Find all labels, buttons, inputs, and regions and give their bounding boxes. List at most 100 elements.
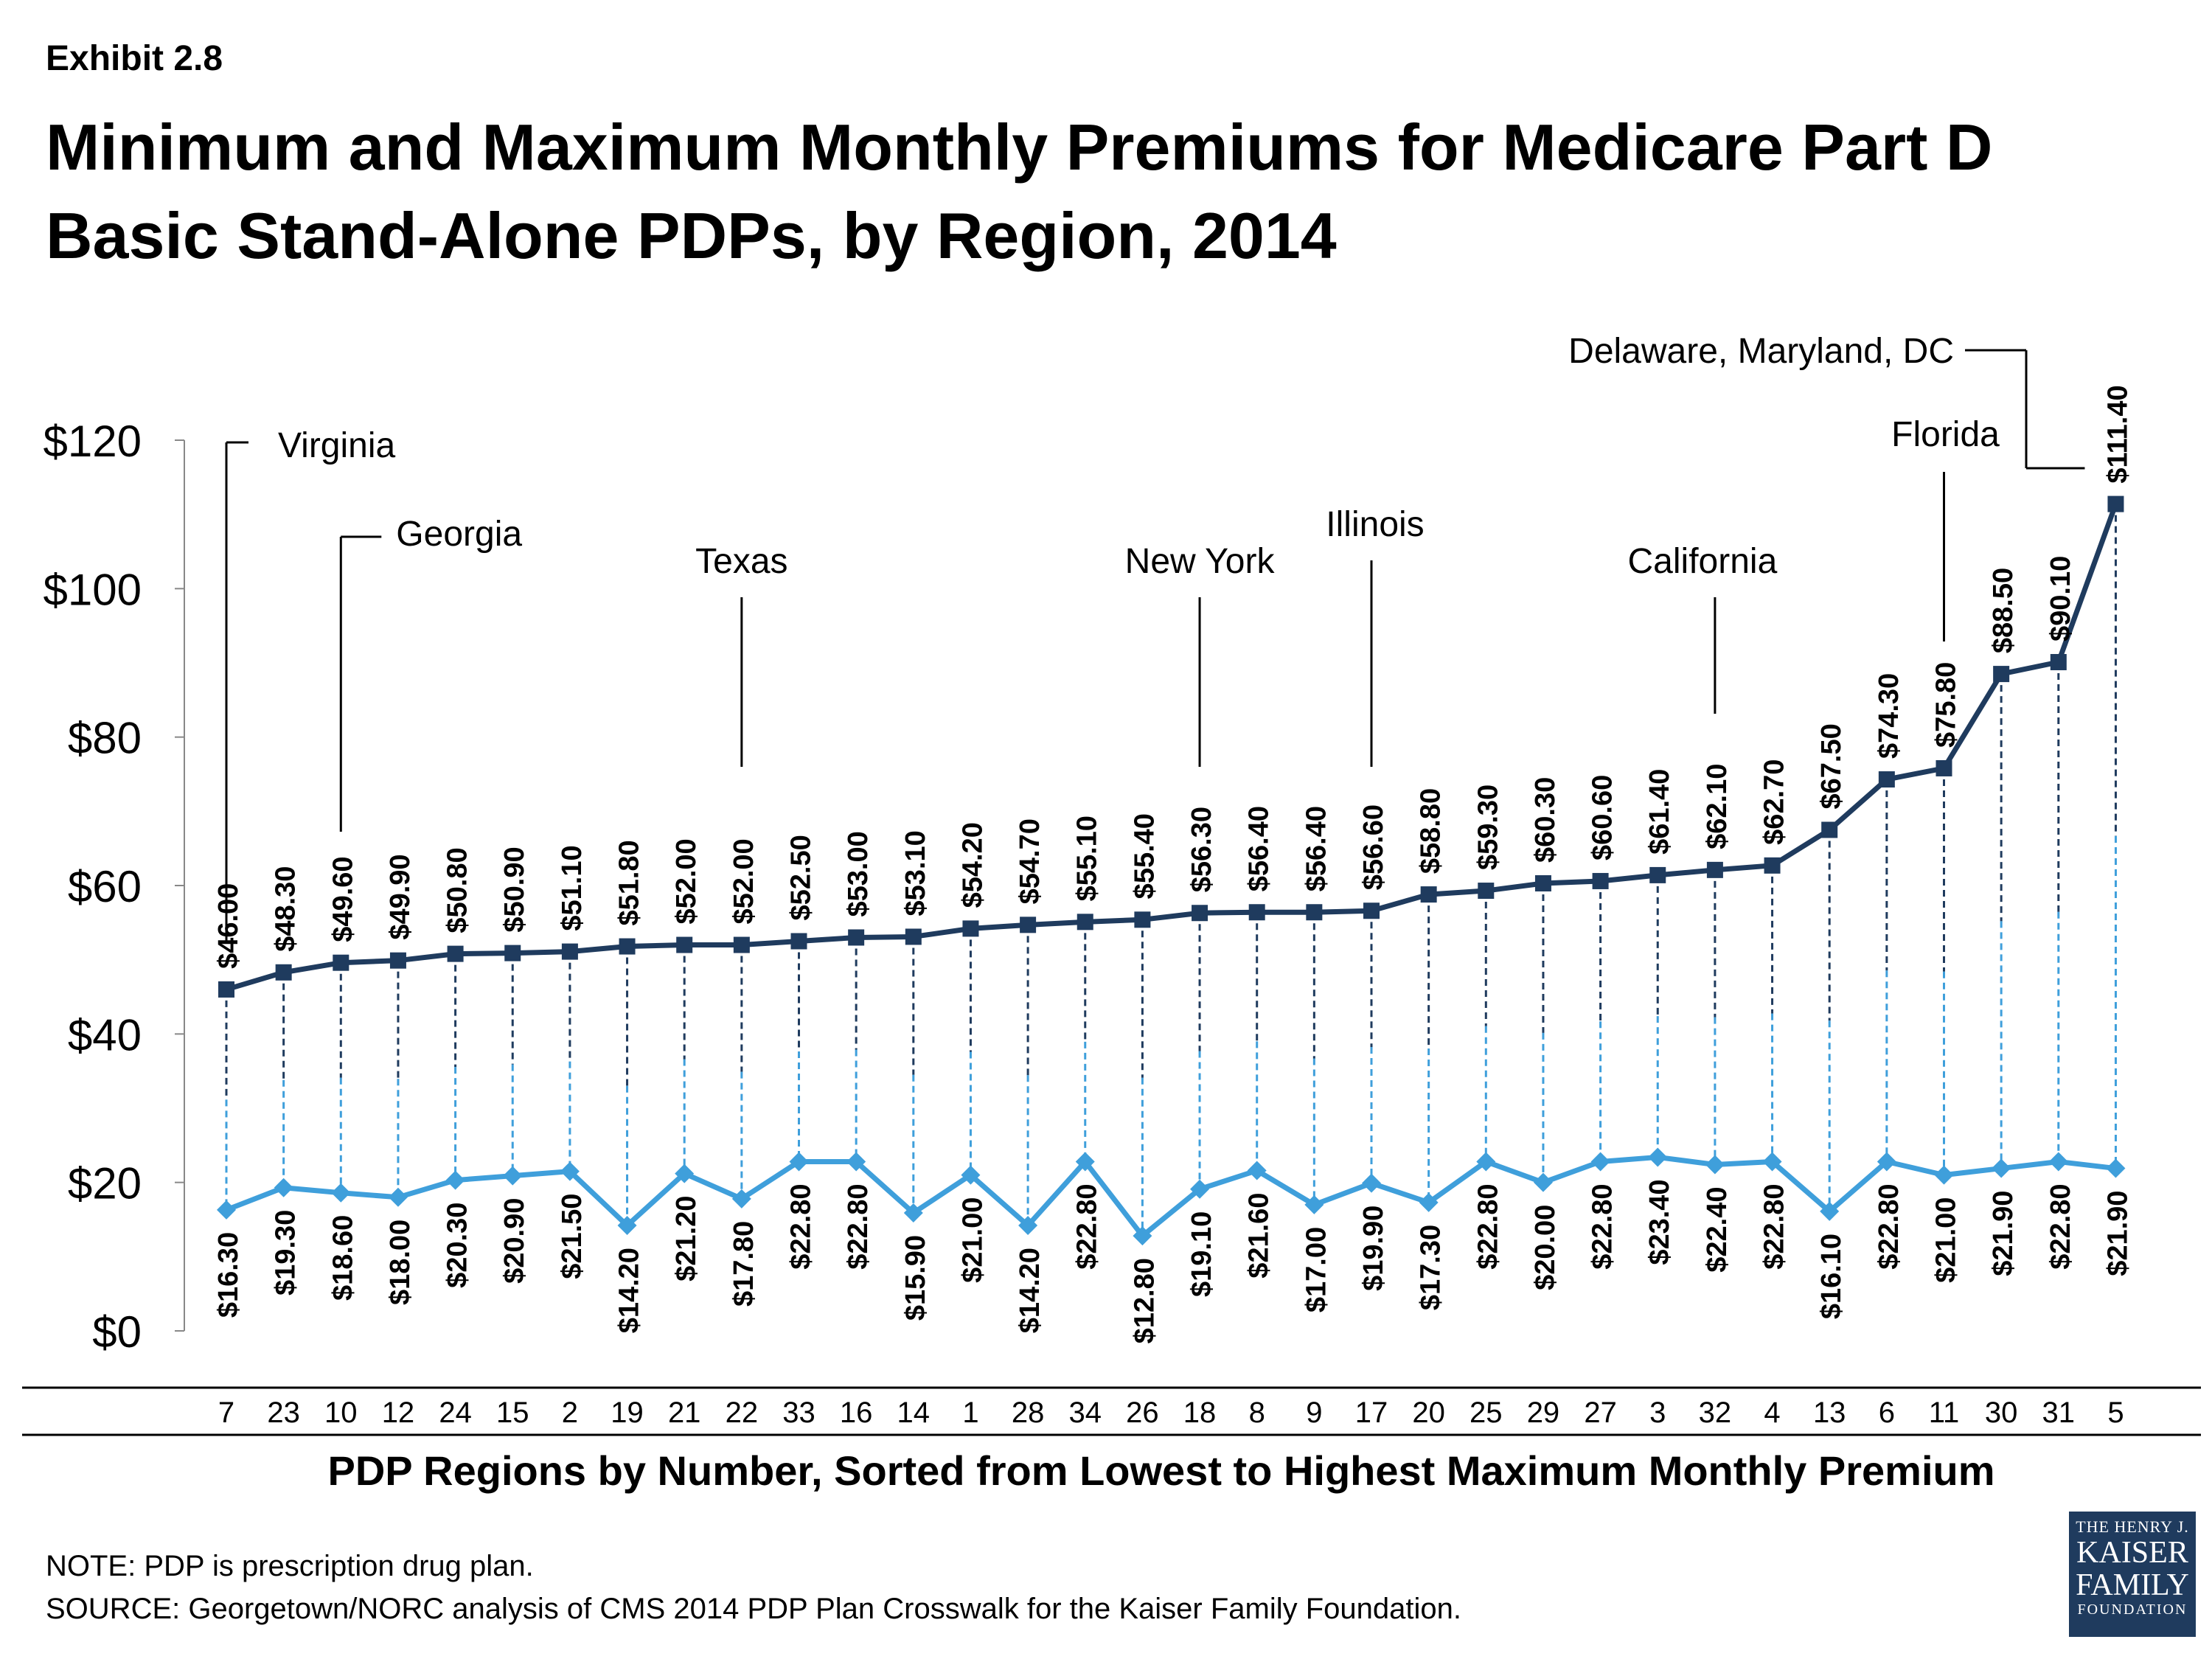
x-tick-label: 1 (962, 1397, 978, 1429)
min-premium-marker (445, 1170, 465, 1190)
min-premium-marker (1247, 1161, 1267, 1180)
min-premium-data-label: $21.60 (1244, 1193, 1275, 1279)
min-premium-marker (331, 1183, 351, 1203)
y-tick-label: $120 (44, 417, 142, 466)
max-premium-data-label: $49.60 (327, 856, 358, 942)
min-premium-marker (1590, 1152, 1610, 1172)
max-premium-data-label: $53.00 (843, 831, 874, 917)
min-premium-data-label: $20.90 (499, 1198, 530, 1284)
min-premium-data-label: $18.00 (385, 1220, 416, 1305)
logo-line-1: THE HENRY J. (2076, 1517, 2189, 1536)
max-premium-marker (2107, 495, 2124, 512)
max-premium-marker (1592, 872, 1609, 889)
x-tick-label: 27 (1584, 1397, 1617, 1429)
min-premium-marker (1362, 1173, 1381, 1193)
max-premium-data-label: $90.10 (2045, 556, 2076, 641)
min-premium-data-label: $21.00 (957, 1197, 988, 1283)
y-tick-label: $0 (92, 1307, 142, 1357)
y-tick-label: $20 (68, 1159, 142, 1208)
min-premium-data-label: $22.80 (843, 1183, 874, 1269)
min-premium-marker (731, 1189, 751, 1208)
y-tick-label: $60 (68, 862, 142, 911)
annotation-label: Virginia (278, 426, 396, 465)
max-premium-data-label: $67.50 (1816, 723, 1847, 809)
x-tick-label: 34 (1069, 1397, 1102, 1429)
min-premium-marker (1476, 1152, 1496, 1172)
max-premium-data-label: $61.40 (1644, 769, 1675, 855)
max-premium-data-label: $49.90 (385, 854, 416, 939)
kff-logo: THE HENRY J. KAISER FAMILY FOUNDATION (2069, 1512, 2196, 1637)
min-premium-data-label: $20.00 (1530, 1205, 1561, 1290)
max-premium-data-label: $56.60 (1358, 804, 1389, 890)
max-premium-data-label: $58.80 (1416, 788, 1447, 874)
y-tick-label: $100 (44, 565, 142, 614)
min-premium-marker (2048, 1152, 2068, 1172)
min-premium-data-label: $22.80 (1072, 1183, 1103, 1269)
min-premium-marker (1133, 1226, 1152, 1246)
max-premium-marker (1878, 771, 1895, 788)
min-premium-marker (1075, 1152, 1095, 1172)
min-premium-marker (675, 1164, 695, 1183)
min-premium-data-label: $16.10 (1816, 1234, 1847, 1319)
max-premium-marker (389, 952, 406, 969)
min-premium-marker (388, 1187, 408, 1207)
y-tick-label: $80 (68, 714, 142, 763)
min-premium-data-label: $21.90 (1988, 1191, 2019, 1276)
min-premium-data-label: $15.90 (900, 1235, 931, 1321)
logo-line-4: FOUNDATION (2077, 1601, 2188, 1618)
x-axis-title: PDP Regions by Number, Sorted from Lowes… (327, 1447, 1995, 1494)
min-premium-data-label: $19.30 (271, 1210, 302, 1295)
source-text: SOURCE: Georgetown/NORC analysis of CMS … (46, 1593, 1462, 1625)
min-premium-data-label: $21.50 (557, 1194, 588, 1279)
min-premium-data-label: $21.90 (2102, 1191, 2133, 1276)
max-premium-marker (447, 945, 464, 962)
max-premium-data-label: $74.30 (1874, 673, 1905, 759)
min-premium-marker (1705, 1155, 1725, 1175)
max-premium-data-label: $52.50 (786, 835, 817, 920)
min-premium-data-label: $17.80 (728, 1221, 759, 1307)
max-premium-marker (733, 936, 750, 953)
min-premium-marker (217, 1200, 236, 1220)
max-premium-marker (1420, 886, 1437, 903)
x-tick-label: 23 (267, 1397, 300, 1429)
x-tick-label: 13 (1813, 1397, 1846, 1429)
chart-title: Minimum and Maximum Monthly Premiums for… (46, 103, 2110, 280)
max-premium-data-label: $52.00 (728, 838, 759, 924)
max-premium-data-label: $62.70 (1759, 759, 1790, 845)
max-premium-marker (1192, 905, 1208, 922)
max-premium-marker (1248, 904, 1265, 921)
min-premium-data-label: $14.20 (614, 1248, 645, 1333)
chart-title-line-1: Minimum and Maximum Monthly Premiums for… (46, 111, 1993, 184)
max-premium-line (225, 503, 2118, 992)
x-tick-label: 7 (218, 1397, 234, 1429)
max-premium-marker (1935, 759, 1952, 776)
max-premium-data-label: $51.10 (557, 845, 588, 931)
x-tick-label: 33 (782, 1397, 815, 1429)
min-premium-data-label: $14.20 (1015, 1248, 1046, 1333)
x-tick-label: 18 (1183, 1397, 1217, 1429)
x-tick-label: 10 (324, 1397, 358, 1429)
min-premium-marker (560, 1161, 580, 1181)
annotation-label: New York (1125, 542, 1276, 581)
min-premium-marker (1877, 1152, 1896, 1172)
max-premium-data-label: $51.80 (614, 840, 645, 925)
max-premium-data-label: $55.40 (1129, 813, 1160, 899)
min-premium-marker (1190, 1179, 1210, 1199)
x-tick-label: 4 (1764, 1397, 1780, 1429)
max-premium-marker (1020, 917, 1037, 933)
max-premium-marker (1134, 911, 1151, 928)
x-tick-label: 11 (1929, 1397, 1960, 1429)
x-tick-label: 26 (1126, 1397, 1159, 1429)
min-premium-data-label: $12.80 (1129, 1258, 1160, 1343)
max-premium-data-label: $48.30 (271, 866, 302, 952)
min-premium-data-label: $21.20 (671, 1196, 702, 1281)
max-premium-data-label: $88.50 (1988, 568, 2019, 653)
max-premium-data-label: $53.10 (900, 830, 931, 916)
max-premium-marker (1478, 883, 1495, 900)
min-premium-line (225, 1154, 2116, 1239)
max-premium-marker (1649, 866, 1666, 883)
max-premium-data-label: $54.20 (957, 822, 988, 908)
min-premium-data-label: $16.30 (213, 1232, 244, 1318)
max-premium-data-label: $75.80 (1931, 662, 1962, 748)
